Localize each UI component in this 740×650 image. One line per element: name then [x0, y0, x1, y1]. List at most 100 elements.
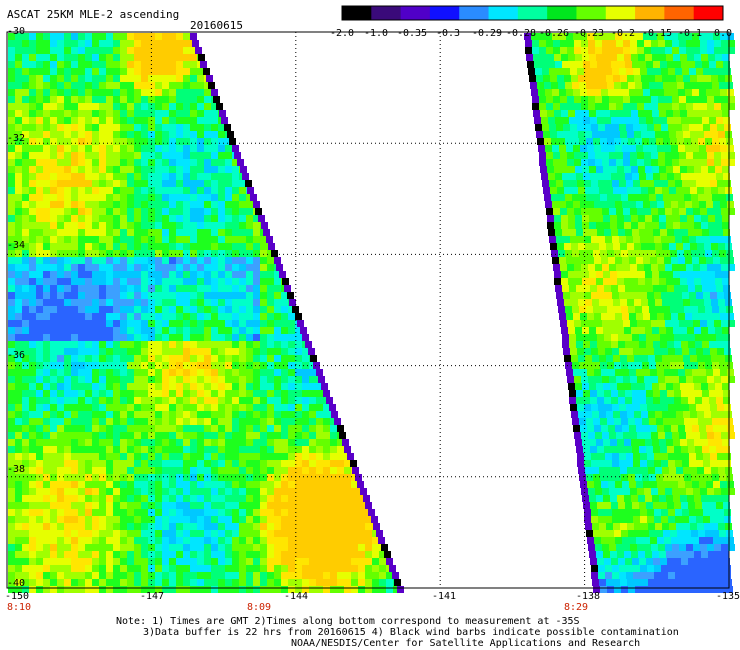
swath-cell — [85, 292, 92, 299]
swath-cell — [613, 411, 620, 418]
swath-cell — [183, 257, 190, 264]
swath-cell — [232, 488, 239, 495]
swath-cell — [211, 236, 218, 243]
swath-cell — [99, 355, 106, 362]
swath-cell — [597, 502, 604, 509]
swath-cell — [120, 236, 127, 243]
swath-cell — [669, 467, 676, 474]
swath-cell — [624, 166, 631, 173]
swath-cell — [134, 495, 141, 502]
swath-cell — [36, 131, 43, 138]
swath-cell — [603, 278, 610, 285]
swath-cell — [57, 187, 64, 194]
swath-cell — [22, 201, 29, 208]
swath-cell — [600, 138, 607, 145]
swath-cell — [155, 54, 162, 61]
swath-cell — [669, 299, 676, 306]
swath-cell — [64, 285, 71, 292]
swath-cell — [113, 236, 120, 243]
swath-cell — [204, 530, 211, 537]
swath-cell — [246, 208, 253, 215]
swath-cell — [274, 348, 281, 355]
swath-cell — [599, 243, 606, 250]
swath-cell — [183, 75, 190, 82]
swath-cell — [106, 103, 113, 110]
swath-cell — [141, 278, 148, 285]
swath-cell — [344, 467, 351, 474]
swath-cell — [127, 243, 134, 250]
swath-cell — [141, 61, 148, 68]
swath-cell — [639, 61, 646, 68]
swath-cell — [29, 369, 36, 376]
swath-cell — [239, 551, 246, 558]
swath-cell — [704, 131, 711, 138]
swath-cell — [183, 124, 190, 131]
swath-cell — [647, 180, 654, 187]
swath-cell — [71, 166, 78, 173]
swath-cell — [57, 320, 64, 327]
swath-cell — [127, 117, 134, 124]
swath-cell — [29, 404, 36, 411]
swath-cell — [546, 152, 553, 159]
swath-cell — [720, 89, 727, 96]
swath-cell — [71, 138, 78, 145]
swath-cell — [246, 383, 253, 390]
swath-cell — [197, 544, 204, 551]
swath-cell — [8, 488, 15, 495]
swath-cell — [22, 481, 29, 488]
swath-cell — [36, 313, 43, 320]
swath-cell — [113, 89, 120, 96]
swath-cell — [709, 285, 716, 292]
swath-cell — [225, 383, 232, 390]
swath-cell — [619, 236, 626, 243]
swath-cell — [595, 488, 602, 495]
swath-cell — [29, 138, 36, 145]
swath-cell — [571, 187, 578, 194]
swath-cell — [43, 537, 50, 544]
swath-cell — [639, 502, 646, 509]
swath-cell — [246, 397, 253, 404]
swath-cell — [574, 264, 581, 271]
swath-cell — [36, 537, 43, 544]
swath-cell — [267, 271, 274, 278]
swath-cell — [162, 481, 169, 488]
swath-cell — [696, 460, 703, 467]
swath-cell — [281, 509, 288, 516]
swath-cell — [246, 229, 253, 236]
swath-cell — [36, 523, 43, 530]
swath-cell — [274, 544, 281, 551]
swath-cell — [169, 173, 176, 180]
swath-cell — [36, 33, 43, 40]
swath-cell — [239, 341, 246, 348]
swath-cell — [661, 509, 668, 516]
swath-cell — [197, 397, 204, 404]
swath-cell — [564, 187, 571, 194]
swath-cell — [190, 530, 197, 537]
swath-cell — [85, 544, 92, 551]
swath-cell — [619, 404, 626, 411]
swath-cell — [253, 425, 260, 432]
swath-cell — [330, 467, 337, 474]
swath-cell — [141, 271, 148, 278]
swath-cell — [43, 544, 50, 551]
swath-cell — [661, 404, 668, 411]
swath-cell — [609, 96, 616, 103]
swath-cell — [120, 103, 127, 110]
swath-cell — [663, 194, 670, 201]
swath-cell — [85, 432, 92, 439]
swath-cell — [568, 166, 575, 173]
swath-cell — [183, 243, 190, 250]
swath-cell — [78, 159, 85, 166]
swath-cell — [680, 222, 687, 229]
swath-cell — [686, 488, 693, 495]
swath-cell — [197, 215, 204, 222]
swath-cell — [595, 96, 602, 103]
swath-cell — [575, 278, 582, 285]
swath-cell — [113, 250, 120, 257]
swath-cell — [358, 516, 365, 523]
swath-cell — [288, 376, 295, 383]
swath-cell — [218, 446, 225, 453]
swath-edge-cell — [310, 355, 317, 362]
swath-cell — [717, 453, 724, 460]
swath-cell — [686, 47, 693, 54]
